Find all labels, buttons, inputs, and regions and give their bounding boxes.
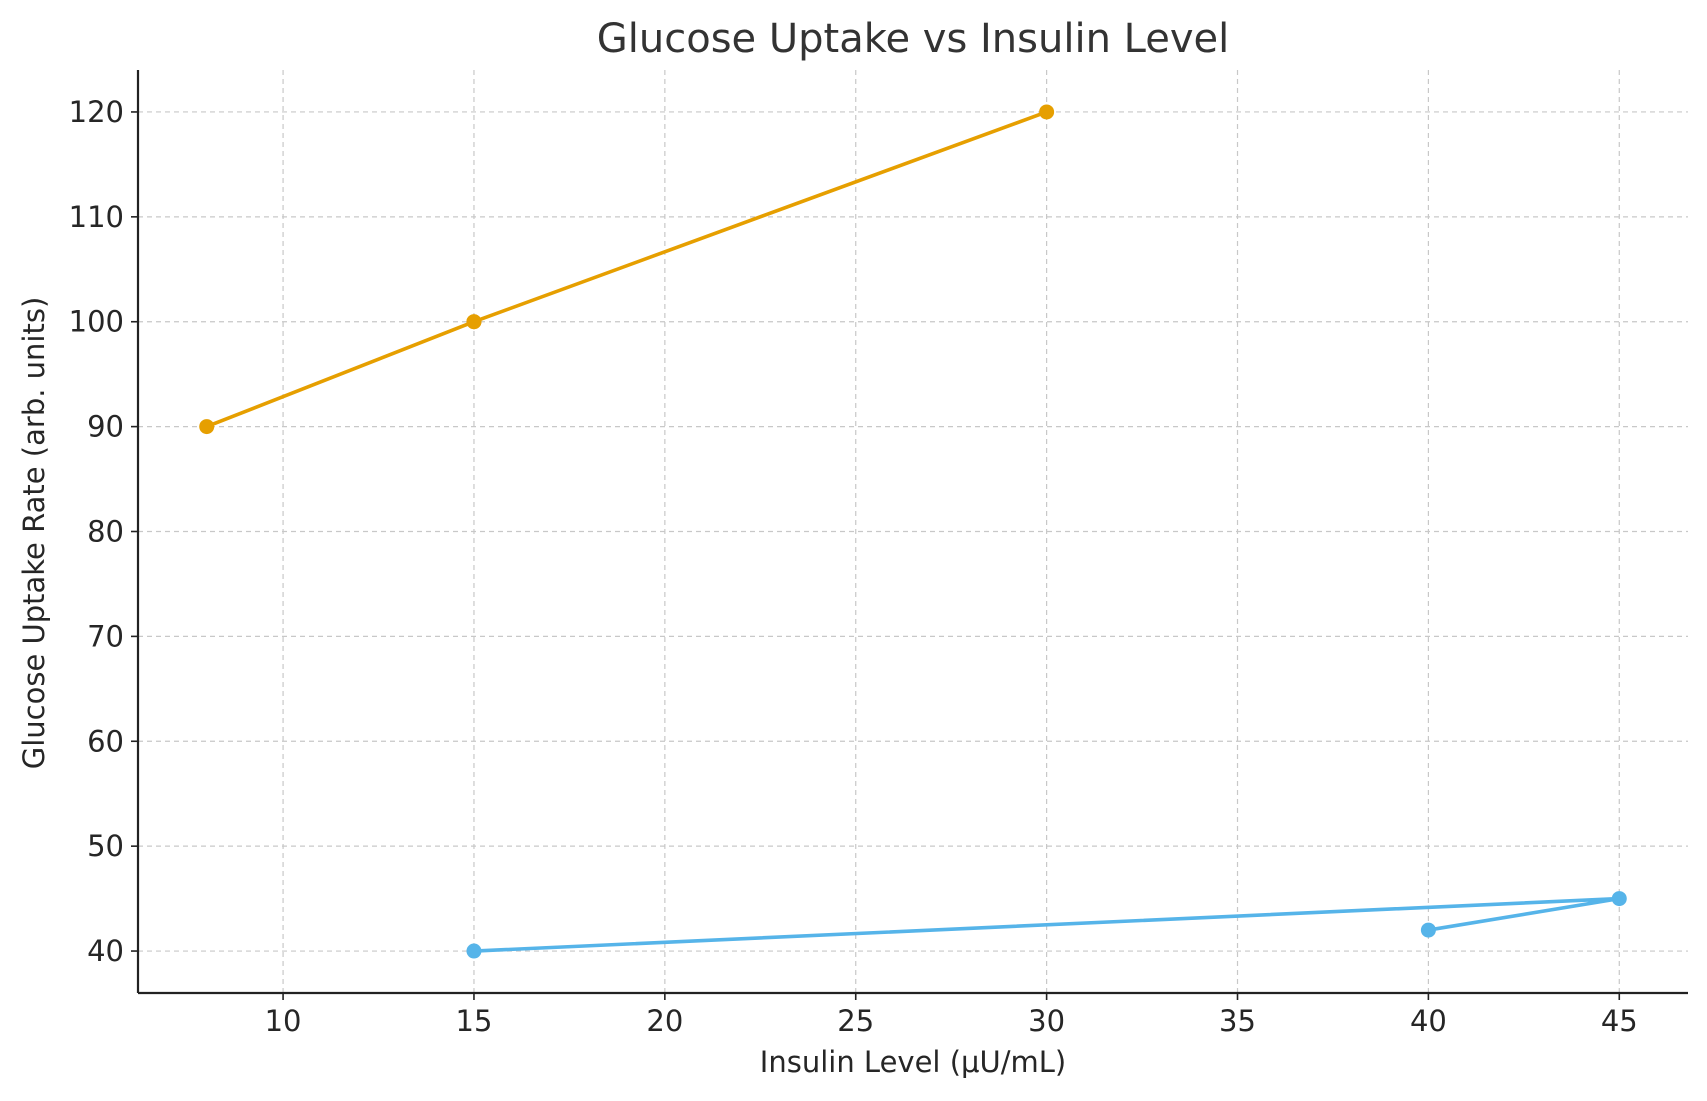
series-2-point-3 [466,943,482,959]
axes [131,70,1688,1000]
x-tick-label-40: 40 [1410,1004,1447,1038]
y-tick-label-50: 50 [87,829,124,863]
x-axis-title: Insulin Level (μU/mL) [760,1045,1066,1079]
x-tick-label-25: 25 [837,1004,874,1038]
series-2-point-2 [1611,891,1627,907]
y-tick-label-70: 70 [87,619,124,653]
y-tick-label-110: 110 [69,200,124,234]
y-tick-label-100: 100 [69,305,124,339]
y-tick-label-60: 60 [87,724,124,758]
series-1-point-1 [199,419,215,435]
chart-title: Glucose Uptake vs Insulin Level [597,16,1229,62]
x-tick-label-15: 15 [456,1004,493,1038]
y-tick-label-80: 80 [87,515,124,549]
x-tick-label-35: 35 [1219,1004,1256,1038]
y-axis-title: Glucose Uptake Rate (arb. units) [17,297,51,770]
series-2-point-1 [1420,922,1436,938]
series-1 [199,104,1055,435]
series-2 [466,891,1627,959]
y-tick-label-90: 90 [87,410,124,444]
series-layer [199,104,1627,959]
grid [138,70,1688,993]
series-1-point-3 [1039,104,1055,120]
tick-labels: 10 15 20 25 30 35 40 45 40 50 60 70 80 90 100 110 120 [69,95,1638,1038]
series-1-line [204,110,1049,429]
x-tick-label-30: 30 [1028,1004,1065,1038]
x-tick-label-10: 10 [265,1004,302,1038]
x-tick-label-45: 45 [1601,1004,1638,1038]
series-1-point-4 [466,314,482,330]
y-tick-label-40: 40 [87,934,124,968]
x-tick-label-20: 20 [646,1004,683,1038]
y-tick-label-120: 120 [69,95,124,129]
